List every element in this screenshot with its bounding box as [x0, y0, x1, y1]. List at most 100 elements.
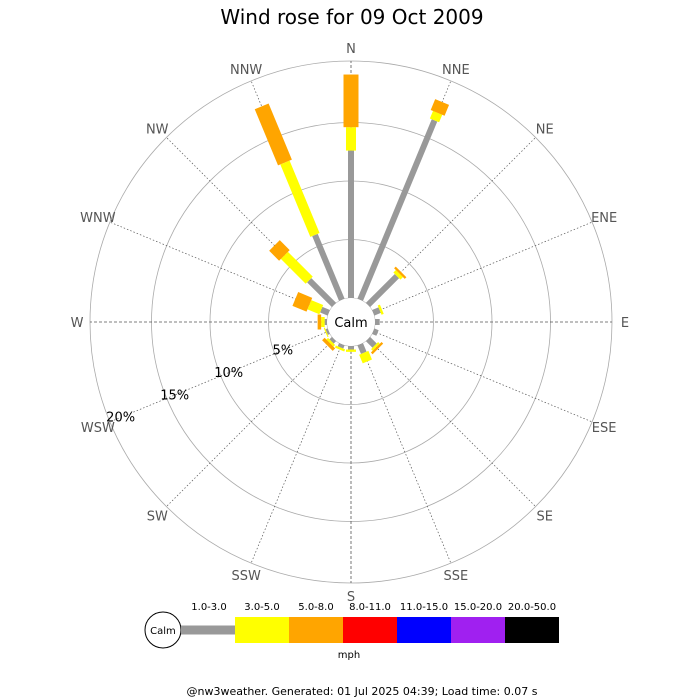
legend-label-4: 11.0-15.0	[400, 602, 448, 613]
direction-label-ssw: SSW	[231, 569, 261, 584]
direction-label-ene: ENE	[591, 211, 617, 226]
bar-segment-s-0	[348, 346, 354, 350]
bar-nnw	[254, 103, 345, 301]
bar-segment-nw-2	[269, 240, 290, 261]
radial-tick-2: 10%	[214, 366, 243, 381]
bar-ese	[372, 328, 379, 336]
bar-segment-ese-0	[372, 328, 379, 336]
direction-label-e: E	[621, 316, 629, 331]
bar-wnw	[292, 292, 330, 316]
bar-segment-se-0	[365, 336, 377, 348]
bar-segment-nne-0	[357, 119, 438, 301]
bar-segment-nne-1	[429, 110, 443, 123]
legend-label-0: 1.0-3.0	[191, 602, 226, 613]
bar-segment-n-2	[343, 74, 359, 128]
radial-tick-3: 15%	[160, 388, 189, 403]
bar-segment-sw-0	[329, 336, 337, 344]
bar-segment-wnw-0	[320, 306, 330, 316]
direction-label-ne: NE	[536, 122, 554, 137]
bar-segment-e-0	[374, 319, 380, 325]
bar-nne	[357, 99, 450, 301]
bar-segment-s-1	[346, 349, 356, 352]
bar-segment-n-0	[348, 150, 354, 298]
bar-segment-wnw-2	[292, 292, 313, 312]
legend-swatch-0	[181, 625, 235, 635]
bar-segment-w-0	[324, 319, 328, 325]
bar-segment-ne-1	[393, 270, 403, 280]
bar-segment-ne-0	[365, 273, 400, 308]
bar-segment-nne-2	[430, 99, 450, 116]
bar-ene	[372, 304, 384, 316]
direction-labels: N NNE NE ENE E ESE SE SSE S SSW SW WSW W WNW NW NNW	[71, 42, 630, 605]
bar-segment-wsw-1	[323, 327, 329, 338]
spoke-wnw	[109, 221, 329, 314]
bar-wsw	[323, 327, 330, 338]
legend-swatch-4	[397, 617, 451, 643]
bar-sw	[322, 336, 337, 351]
legend-label-2: 5.0-8.0	[298, 602, 333, 613]
direction-label-n: N	[346, 42, 356, 57]
spoke-ene	[373, 221, 593, 314]
direction-label-ese: ESE	[592, 421, 617, 436]
bar-segment-wnw-1	[307, 300, 324, 315]
legend-label-5: 15.0-20.0	[454, 602, 502, 613]
direction-label-s: S	[347, 590, 355, 605]
direction-label-sw: SW	[147, 510, 168, 525]
bar-segment-se-1	[371, 342, 380, 351]
bar-nw	[269, 240, 337, 308]
bar-segment-nnw-1	[280, 160, 320, 237]
direction-label-wsw: WSW	[81, 421, 115, 436]
bar-segment-w-1	[321, 317, 325, 327]
direction-label-w: W	[71, 316, 84, 331]
direction-label-wnw: WNW	[80, 211, 116, 226]
bar-segment-nnw-0	[312, 233, 345, 301]
bar-segment-sw-2	[322, 337, 336, 351]
speed-legend: Calm mph 1.0-3.0 3.0-5.0 5.0-8.0 8.0-11.0 11…	[144, 602, 559, 661]
direction-label-se: SE	[537, 510, 553, 525]
bar-e	[374, 319, 380, 325]
footer-text: @nw3weather. Generated: 01 Jul 2025 04:3…	[187, 685, 538, 698]
direction-label-sse: SSE	[443, 569, 468, 584]
legend-swatch-5	[451, 617, 505, 643]
bar-segment-w-2	[317, 314, 322, 330]
spoke-ssw	[250, 344, 343, 564]
direction-label-nne: NNE	[442, 63, 470, 78]
legend-label-3: 8.0-11.0	[349, 602, 391, 613]
legend-calm-label: Calm	[150, 626, 176, 637]
bar-w	[317, 314, 328, 330]
bar-segment-sw-1	[326, 337, 336, 347]
bar-segment-ne-2	[394, 266, 407, 279]
bar-sse	[357, 343, 372, 364]
radial-tick-4: 20%	[106, 411, 135, 426]
bar-segment-sse-1	[359, 350, 372, 364]
radial-tick-1: 5%	[272, 344, 293, 359]
bar-segment-nw-0	[307, 278, 337, 308]
calm-label: Calm	[334, 316, 367, 331]
chart-title: Wind rose for 09 Oct 2009	[220, 5, 483, 29]
bar-segment-ene-1	[377, 304, 384, 315]
spoke-wsw	[109, 330, 329, 423]
bar-segment-sse-0	[357, 343, 367, 354]
direction-label-nw: NW	[146, 122, 169, 137]
bar-s	[346, 346, 356, 352]
direction-label-nnw: NNW	[230, 63, 262, 78]
bar-ssw	[334, 343, 346, 352]
bar-segment-nnw-2	[254, 103, 292, 166]
radial-tick-labels: 5% 10% 15% 20%	[106, 344, 293, 426]
wind-bars	[254, 74, 450, 364]
legend-swatch-6	[505, 617, 559, 643]
bar-segment-ssw-0	[337, 343, 345, 349]
spoke-se	[367, 338, 536, 507]
legend-swatch-2	[289, 617, 343, 643]
spoke-ese	[373, 330, 593, 423]
bar-segment-n-1	[346, 127, 356, 151]
legend-label-1: 3.0-5.0	[244, 602, 279, 613]
bar-segment-wsw-0	[325, 328, 330, 335]
bar-segment-nw-1	[280, 251, 313, 284]
bar-n	[343, 74, 359, 298]
legend-swatch-3	[343, 617, 397, 643]
bar-segment-ssw-1	[334, 345, 346, 352]
spoke-sw	[166, 338, 335, 507]
spoke-sse	[359, 344, 452, 564]
bar-segment-ene-0	[372, 307, 381, 316]
